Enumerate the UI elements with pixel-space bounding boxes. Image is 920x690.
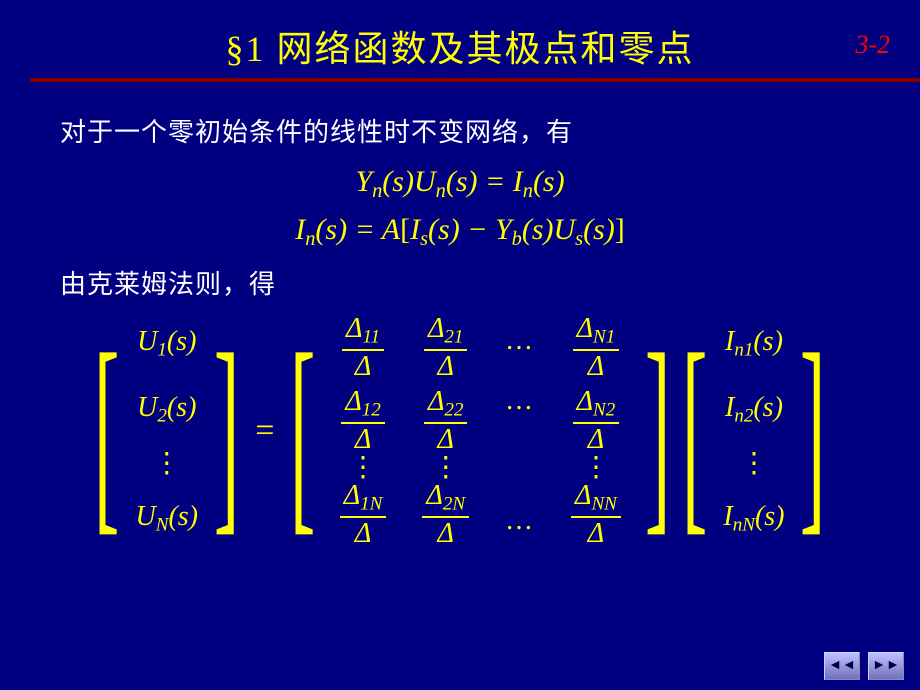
lbracket-icon: [: [290, 311, 316, 551]
matrix-col-1: Δ11Δ Δ12Δ ⋮ Δ1NΔ: [322, 311, 405, 551]
title-underline: [30, 78, 920, 82]
rbracket-icon: ]: [214, 311, 240, 551]
rhs-vector: In1(s) In2(s) ⋮ InN(s): [713, 311, 794, 551]
content-area: 对于一个零初始条件的线性时不变网络，有 Yn(s)Un(s) = In(s) I…: [0, 90, 920, 551]
nav-controls: ◄◄ ►►: [824, 652, 904, 680]
page-title: §1 网络函数及其极点和零点: [225, 29, 694, 69]
paragraph-1: 对于一个零初始条件的线性时不变网络，有: [60, 112, 860, 149]
lhs-vector: U1(s) U2(s) ⋮ UN(s): [126, 311, 208, 551]
matrix-equation: [ U1(s) U2(s) ⋮ UN(s) ] = [ Δ11Δ Δ12Δ ⋮ …: [60, 311, 860, 551]
equation-line-2: In(s) = A[Is(s) − Yb(s)Us(s)]: [60, 207, 860, 255]
rbracket-icon: ]: [800, 311, 826, 551]
matrix-col-dots: … … …: [487, 311, 553, 551]
lbracket-icon: [: [682, 311, 708, 551]
equation-block-1: Yn(s)Un(s) = In(s) In(s) = A[Is(s) − Yb(…: [60, 159, 860, 254]
page-number: 3-2: [855, 30, 890, 60]
matrix-col-2: Δ21Δ Δ22Δ ⋮ Δ2NΔ: [404, 311, 487, 551]
rbracket-icon: ]: [645, 311, 671, 551]
paragraph-2: 由克莱姆法则，得: [60, 264, 860, 301]
next-button[interactable]: ►►: [868, 652, 904, 680]
equals-sign: =: [245, 412, 284, 450]
equation-line-1: Yn(s)Un(s) = In(s): [60, 159, 860, 207]
title-bar: §1 网络函数及其极点和零点 3-2: [0, 0, 920, 90]
lbracket-icon: [: [94, 311, 120, 551]
matrix-col-n: ΔN1Δ ΔN2Δ ⋮ ΔNNΔ: [553, 311, 639, 551]
prev-button[interactable]: ◄◄: [824, 652, 860, 680]
